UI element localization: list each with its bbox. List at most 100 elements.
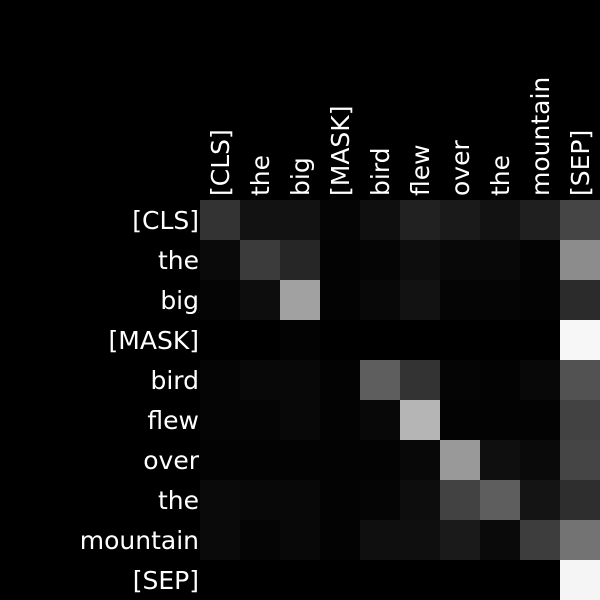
heatmap-cell-r7-c1 xyxy=(240,480,280,520)
heatmap-cell-r9-c2 xyxy=(280,560,320,600)
heatmap-cell-r8-c6 xyxy=(440,520,480,560)
heatmap-cell-r9-c9 xyxy=(560,560,600,600)
heatmap-cell-r0-c9 xyxy=(560,200,600,240)
heatmap-cell-r5-c9 xyxy=(560,400,600,440)
heatmap-cell-r2-c1 xyxy=(240,280,280,320)
heatmap-cell-r5-c5 xyxy=(400,400,440,440)
heatmap-cell-r4-c0 xyxy=(200,360,240,400)
heatmap-cell-r7-c3 xyxy=(320,480,360,520)
heatmap-cell-r9-c7 xyxy=(480,560,520,600)
heatmap-cell-r2-c7 xyxy=(480,280,520,320)
heatmap-cell-r4-c6 xyxy=(440,360,480,400)
heatmap-cell-r4-c1 xyxy=(240,360,280,400)
heatmap-cell-r3-c7 xyxy=(480,320,520,360)
heatmap-cell-r3-c4 xyxy=(360,320,400,360)
heatmap-cell-r8-c3 xyxy=(320,520,360,560)
x-tick-labels: [CLS] the big [MASK] bird flew over the mountain… xyxy=(206,77,595,196)
x-tick-label: the xyxy=(246,155,275,196)
x-tick-label: [CLS] xyxy=(206,129,235,196)
heatmap-cell-r2-c4 xyxy=(360,280,400,320)
x-tick-label: mountain xyxy=(526,77,555,196)
heatmap-cell-r8-c7 xyxy=(480,520,520,560)
x-tick-label: [SEP] xyxy=(566,130,595,196)
heatmap-cell-r5-c3 xyxy=(320,400,360,440)
x-tick-label: the xyxy=(486,155,515,196)
heatmap-cell-r9-c3 xyxy=(320,560,360,600)
heatmap-cell-r4-c4 xyxy=(360,360,400,400)
heatmap-cell-r6-c9 xyxy=(560,440,600,480)
heatmap-cell-r7-c4 xyxy=(360,480,400,520)
heatmap-cell-r6-c5 xyxy=(400,440,440,480)
heatmap-cell-r9-c8 xyxy=(520,560,560,600)
heatmap-cell-r1-c8 xyxy=(520,240,560,280)
heatmap-cell-r7-c0 xyxy=(200,480,240,520)
heatmap-cell-r6-c6 xyxy=(440,440,480,480)
heatmap-cell-r5-c8 xyxy=(520,400,560,440)
heatmap-cell-r3-c9 xyxy=(560,320,600,360)
heatmap-cell-r6-c4 xyxy=(360,440,400,480)
heatmap-cell-r6-c2 xyxy=(280,440,320,480)
heatmap-cell-r2-c0 xyxy=(200,280,240,320)
heatmap-cell-r1-c0 xyxy=(200,240,240,280)
heatmap-cell-r1-c7 xyxy=(480,240,520,280)
y-tick-label: the xyxy=(158,246,199,275)
heatmap-cell-r6-c7 xyxy=(480,440,520,480)
x-tick-label: big xyxy=(286,157,315,196)
heatmap-cell-r5-c6 xyxy=(440,400,480,440)
heatmap-cell-r0-c8 xyxy=(520,200,560,240)
x-tick-label: bird xyxy=(366,147,395,196)
heatmap-cell-r8-c0 xyxy=(200,520,240,560)
heatmap-cell-r4-c9 xyxy=(560,360,600,400)
heatmap-cell-r3-c6 xyxy=(440,320,480,360)
heatmap-cell-r8-c5 xyxy=(400,520,440,560)
heatmap-cell-r9-c4 xyxy=(360,560,400,600)
heatmap-cell-r0-c6 xyxy=(440,200,480,240)
x-tick-label: [MASK] xyxy=(326,106,355,196)
heatmap-cell-r2-c2 xyxy=(280,280,320,320)
heatmap-cell-r5-c2 xyxy=(280,400,320,440)
heatmap-cell-r7-c6 xyxy=(440,480,480,520)
heatmap-cell-r8-c9 xyxy=(560,520,600,560)
heatmap-cell-r0-c3 xyxy=(320,200,360,240)
heatmap-cell-r8-c8 xyxy=(520,520,560,560)
heatmap-cell-r4-c2 xyxy=(280,360,320,400)
heatmap-cell-r2-c6 xyxy=(440,280,480,320)
heatmap-cell-r3-c1 xyxy=(240,320,280,360)
heatmap-cell-r1-c5 xyxy=(400,240,440,280)
heatmap-cell-r8-c4 xyxy=(360,520,400,560)
y-tick-label: [MASK] xyxy=(109,326,199,355)
heatmap-cell-r4-c7 xyxy=(480,360,520,400)
heatmap-cell-r1-c1 xyxy=(240,240,280,280)
heatmap-cell-r0-c0 xyxy=(200,200,240,240)
heatmap-cell-r5-c0 xyxy=(200,400,240,440)
x-tick-label: over xyxy=(446,140,475,196)
y-tick-label: over xyxy=(143,446,199,475)
heatmap-cell-r9-c6 xyxy=(440,560,480,600)
heatmap-cell-r7-c7 xyxy=(480,480,520,520)
heatmap-cell-r3-c2 xyxy=(280,320,320,360)
heatmap-cell-r6-c1 xyxy=(240,440,280,480)
heatmap-cell-r4-c3 xyxy=(320,360,360,400)
heatmap-cell-r0-c4 xyxy=(360,200,400,240)
heatmap-cell-r9-c5 xyxy=(400,560,440,600)
heatmap-cell-r1-c2 xyxy=(280,240,320,280)
heatmap-cell-r3-c0 xyxy=(200,320,240,360)
heatmap-cell-r6-c3 xyxy=(320,440,360,480)
y-tick-label: mountain xyxy=(80,526,199,555)
heatmap-cell-r1-c3 xyxy=(320,240,360,280)
heatmap-cell-r9-c0 xyxy=(200,560,240,600)
heatmap-cell-r2-c9 xyxy=(560,280,600,320)
heatmap-cell-r2-c5 xyxy=(400,280,440,320)
heatmap-cell-r7-c9 xyxy=(560,480,600,520)
heatmap-cells xyxy=(200,200,600,600)
heatmap-cell-r6-c0 xyxy=(200,440,240,480)
heatmap-cell-r7-c8 xyxy=(520,480,560,520)
heatmap-cell-r4-c5 xyxy=(400,360,440,400)
y-tick-label: big xyxy=(160,286,199,315)
heatmap-cell-r1-c6 xyxy=(440,240,480,280)
heatmap-cell-r3-c8 xyxy=(520,320,560,360)
y-tick-label: [SEP] xyxy=(133,566,199,595)
heatmap-cell-r2-c8 xyxy=(520,280,560,320)
heatmap-cell-r2-c3 xyxy=(320,280,360,320)
